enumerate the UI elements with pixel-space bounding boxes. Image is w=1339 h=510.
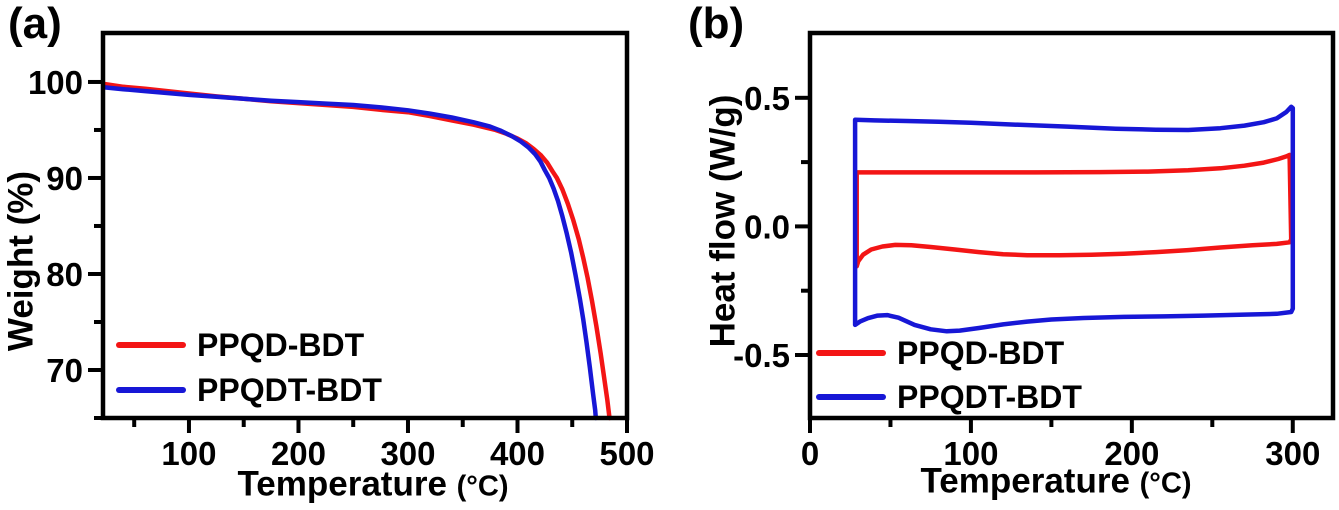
legend-row-ppqdt-bdt: PPQDT-BDT <box>816 375 1082 419</box>
y-tick-label: 90 <box>46 160 83 197</box>
y-axis-title-weight: Weight (%) <box>1 170 41 352</box>
x-tick-label: 300 <box>380 435 435 472</box>
y-tick-label: 100 <box>28 64 83 101</box>
x-axis-title-a-text: Temperature <box>237 464 447 504</box>
legend-label-ppqdt-bdt: PPQDT-BDT <box>897 379 1082 415</box>
legend-row-ppqdt-bdt: PPQDT-BDT <box>116 367 382 412</box>
legend-swatch-blue <box>116 386 186 393</box>
x-tick-label: 500 <box>599 435 654 472</box>
x-axis-title-a: Temperature (°C) <box>237 467 508 502</box>
x-axis-title-b-unit: (°C) <box>1139 467 1192 500</box>
legend-tga: PPQD-BDT PPQDT-BDT <box>116 322 382 412</box>
y-tick-label: 80 <box>46 256 83 293</box>
legend-dsc: PPQD-BDT PPQDT-BDT <box>816 331 1082 419</box>
legend-label-ppqdt-bdt: PPQDT-BDT <box>197 371 382 408</box>
plot-frame <box>100 30 630 421</box>
y-tick-label: 70 <box>46 352 83 389</box>
plot-frame <box>807 30 1336 421</box>
x-tick-label: 100 <box>943 435 998 472</box>
panel-label-b: (b) <box>688 0 745 48</box>
x-tick-label: 400 <box>490 435 545 472</box>
legend-label-ppqd-bdt: PPQD-BDT <box>897 335 1065 371</box>
legend-row-ppqd-bdt: PPQD-BDT <box>116 322 382 367</box>
x-axis-title-b-text: Temperature <box>920 461 1130 501</box>
legend-label-ppqd-bdt: PPQD-BDT <box>197 326 365 363</box>
x-tick-label: 200 <box>1104 435 1159 472</box>
y-tick-label: 0.0 <box>744 208 790 245</box>
x-tick-label: 100 <box>161 435 216 472</box>
y-tick-label: 0.5 <box>744 80 790 117</box>
legend-swatch-red <box>116 341 186 348</box>
legend-swatch-blue <box>816 394 886 400</box>
x-axis-title-a-unit: (°C) <box>456 470 509 503</box>
x-tick-label: 200 <box>271 435 326 472</box>
curve-ppqd-bdt <box>854 152 1294 269</box>
legend-row-ppqd-bdt: PPQD-BDT <box>816 331 1082 375</box>
x-axis-title-b: Temperature (°C) <box>920 464 1191 499</box>
y-axis-title-heat-flow: Heat flow (W/g) <box>703 94 743 348</box>
panel-label-a: (a) <box>8 0 62 48</box>
legend-swatch-red <box>816 350 886 356</box>
curve-ppqdt-bdt <box>852 104 1296 334</box>
curve-ppqdt-bdt <box>101 84 599 421</box>
x-tick-label: 0 <box>801 435 819 472</box>
x-tick-label: 300 <box>1265 435 1320 472</box>
y-tick-label: -0.5 <box>733 337 790 374</box>
